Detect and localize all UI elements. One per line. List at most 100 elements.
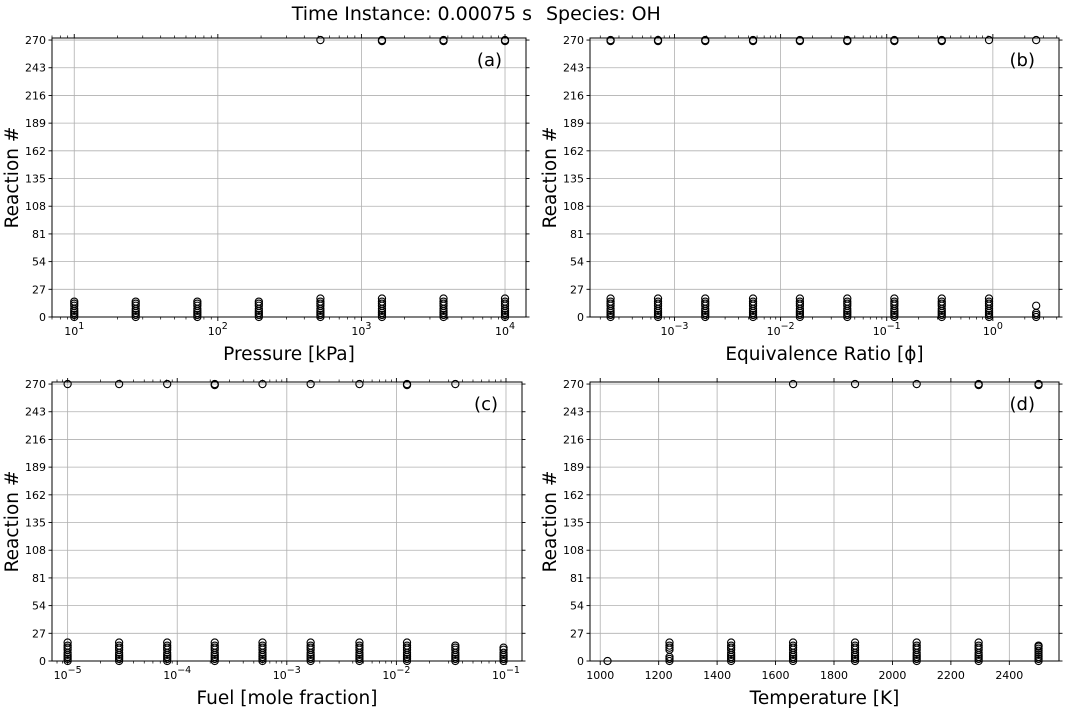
y-tick-label: 270 (25, 34, 46, 47)
y-tick-label: 243 (25, 62, 46, 75)
data-point (603, 656, 612, 666)
data-point (726, 638, 736, 647)
y-tick-label: 27 (570, 283, 584, 296)
data-point (606, 297, 615, 306)
y-tick-label: 108 (563, 200, 584, 213)
panel-label: (d) (1010, 394, 1035, 415)
x-axis-label: Temperature [K] (749, 688, 900, 709)
data-point (890, 294, 899, 303)
x-tick-label: 1200 (645, 669, 673, 682)
data-point (890, 297, 899, 306)
x-tick-label: 1400 (703, 669, 731, 682)
y-tick-label: 135 (563, 173, 584, 186)
data-point (748, 297, 758, 306)
y-tick-label: 243 (563, 62, 584, 75)
data-point (1034, 379, 1043, 389)
data-point (937, 297, 946, 306)
axes-frame (51, 37, 527, 318)
data-point (63, 379, 72, 389)
data-point (795, 294, 805, 303)
data-point (850, 641, 860, 650)
x-tick-label: 2400 (995, 669, 1023, 682)
data-point (316, 35, 325, 45)
data-point (937, 35, 946, 45)
data-point (306, 641, 315, 650)
y-tick-label: 162 (563, 489, 584, 502)
x-tick-label: 10−3 (273, 665, 301, 682)
data-point (500, 35, 510, 45)
y-axis-label: Reaction # (540, 471, 561, 573)
x-tick-label: 104 (495, 321, 515, 338)
y-tick-label: 0 (577, 655, 584, 668)
y-tick-label: 0 (39, 311, 46, 324)
x-tick-label: 102 (208, 321, 228, 338)
data-point (210, 641, 219, 650)
y-tick-label: 189 (25, 117, 46, 130)
data-point (795, 35, 805, 45)
y-tick-label: 243 (563, 406, 584, 419)
y-tick-label: 270 (25, 378, 46, 391)
data-point (402, 379, 412, 389)
y-tick-label: 216 (563, 89, 584, 102)
data-point (974, 641, 983, 650)
y-tick-label: 270 (563, 378, 584, 391)
x-tick-label: 10−4 (163, 665, 191, 682)
data-point (254, 297, 263, 306)
data-point (788, 379, 798, 389)
y-tick-label: 270 (563, 34, 584, 47)
data-point (258, 641, 267, 650)
data-point (653, 35, 663, 45)
x-tick-label: 100 (983, 321, 1003, 338)
y-tick-label: 162 (25, 145, 46, 158)
y-tick-label: 162 (25, 489, 46, 502)
figure-title-species: Species: OH (546, 3, 661, 25)
data-point (606, 35, 615, 45)
data-point (890, 35, 899, 45)
x-tick-label: 1000 (586, 669, 614, 682)
y-tick-label: 54 (570, 256, 584, 269)
data-point (355, 638, 364, 647)
y-tick-label: 81 (570, 572, 584, 585)
x-tick-label: 1800 (820, 669, 848, 682)
data-point (402, 641, 412, 650)
data-point (355, 379, 364, 389)
x-tick-label: 103 (351, 321, 371, 338)
data-point (377, 294, 387, 303)
data-point (439, 297, 448, 306)
y-tick-label: 189 (563, 117, 584, 130)
data-point (163, 641, 172, 650)
data-point (500, 294, 510, 303)
panel-label: (a) (477, 50, 502, 71)
y-tick-label: 216 (25, 433, 46, 446)
data-point (377, 297, 387, 306)
data-point (653, 294, 663, 303)
y-tick-label: 54 (570, 600, 584, 613)
x-tick-label: 10−2 (767, 321, 795, 338)
data-point (114, 638, 124, 647)
data-point (984, 294, 994, 303)
x-axis-label: Equivalence Ratio [ϕ] (725, 344, 923, 365)
y-tick-label: 54 (32, 600, 46, 613)
x-tick-label: 10−1 (873, 321, 901, 338)
data-point (1032, 35, 1041, 45)
y-tick-label: 189 (563, 461, 584, 474)
y-axis-label: Reaction # (2, 127, 23, 229)
data-point (726, 641, 736, 650)
data-point (653, 297, 663, 306)
data-point (210, 379, 219, 389)
data-point (1034, 641, 1043, 650)
panel-a: 0 27 54 81 108 135 162 189 216 243 270 101 102 103 104… (2, 34, 530, 365)
data-point (439, 294, 448, 303)
data-point (850, 638, 860, 647)
axes-frame (51, 381, 523, 662)
data-point (912, 638, 921, 647)
data-point (748, 294, 758, 303)
data-point (701, 294, 710, 303)
y-axis-label: Reaction # (540, 127, 561, 229)
data-point (163, 638, 172, 647)
data-point (210, 638, 219, 647)
data-point (843, 294, 852, 303)
x-tick-label: 10−3 (660, 321, 688, 338)
data-point (500, 297, 510, 306)
data-point (193, 297, 202, 306)
